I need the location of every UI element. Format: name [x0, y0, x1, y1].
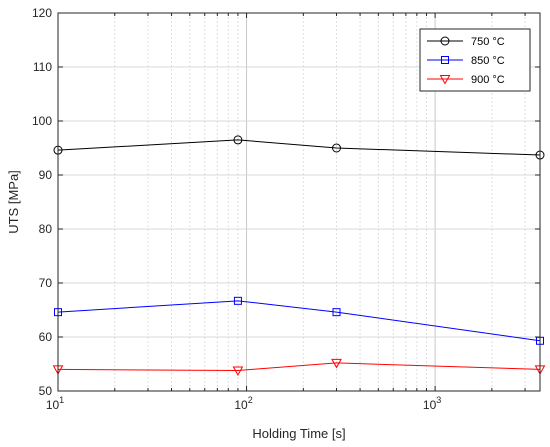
x-axis-label: Holding Time [s] — [252, 426, 345, 441]
y-tick-label: 100 — [32, 114, 52, 128]
legend-marker — [441, 56, 449, 64]
plot-frame — [57, 12, 541, 392]
series-line-1 — [57, 300, 541, 342]
data-point — [232, 366, 244, 376]
y-tick-label: 50 — [39, 384, 53, 398]
x-tick-label: 103 — [423, 395, 441, 412]
legend-label: 750 °C — [471, 36, 505, 48]
data-point — [233, 135, 243, 145]
x-tick-label: 101 — [46, 395, 64, 412]
grid — [57, 13, 540, 391]
tick-labels: 50 60 70 80 90 100 110 120 101 102 103 — [32, 6, 441, 412]
series-lines — [57, 139, 541, 371]
y-tick-label: 70 — [39, 276, 53, 290]
axis-ticks — [57, 12, 540, 392]
legend-marker — [440, 36, 450, 46]
series-line-2 — [57, 362, 541, 371]
y-axis-label: UTS [MPa] — [6, 170, 21, 234]
legend-label: 900 °C — [471, 74, 505, 86]
data-point — [233, 296, 242, 305]
x-tick-label: 102 — [234, 395, 252, 412]
legend-label: 850 °C — [471, 55, 505, 67]
y-tick-label: 120 — [32, 6, 52, 20]
series-line-0 — [57, 139, 541, 156]
y-tick-label: 90 — [39, 168, 53, 182]
data-point — [332, 143, 342, 153]
legend-marker — [439, 75, 451, 85]
y-tick-label: 80 — [39, 222, 53, 236]
data-point — [332, 308, 341, 317]
y-tick-label: 60 — [39, 330, 53, 344]
y-tick-label: 110 — [33, 60, 52, 74]
legend: 750 °C 850 °C 900 °C — [419, 28, 531, 92]
data-point — [331, 358, 342, 369]
